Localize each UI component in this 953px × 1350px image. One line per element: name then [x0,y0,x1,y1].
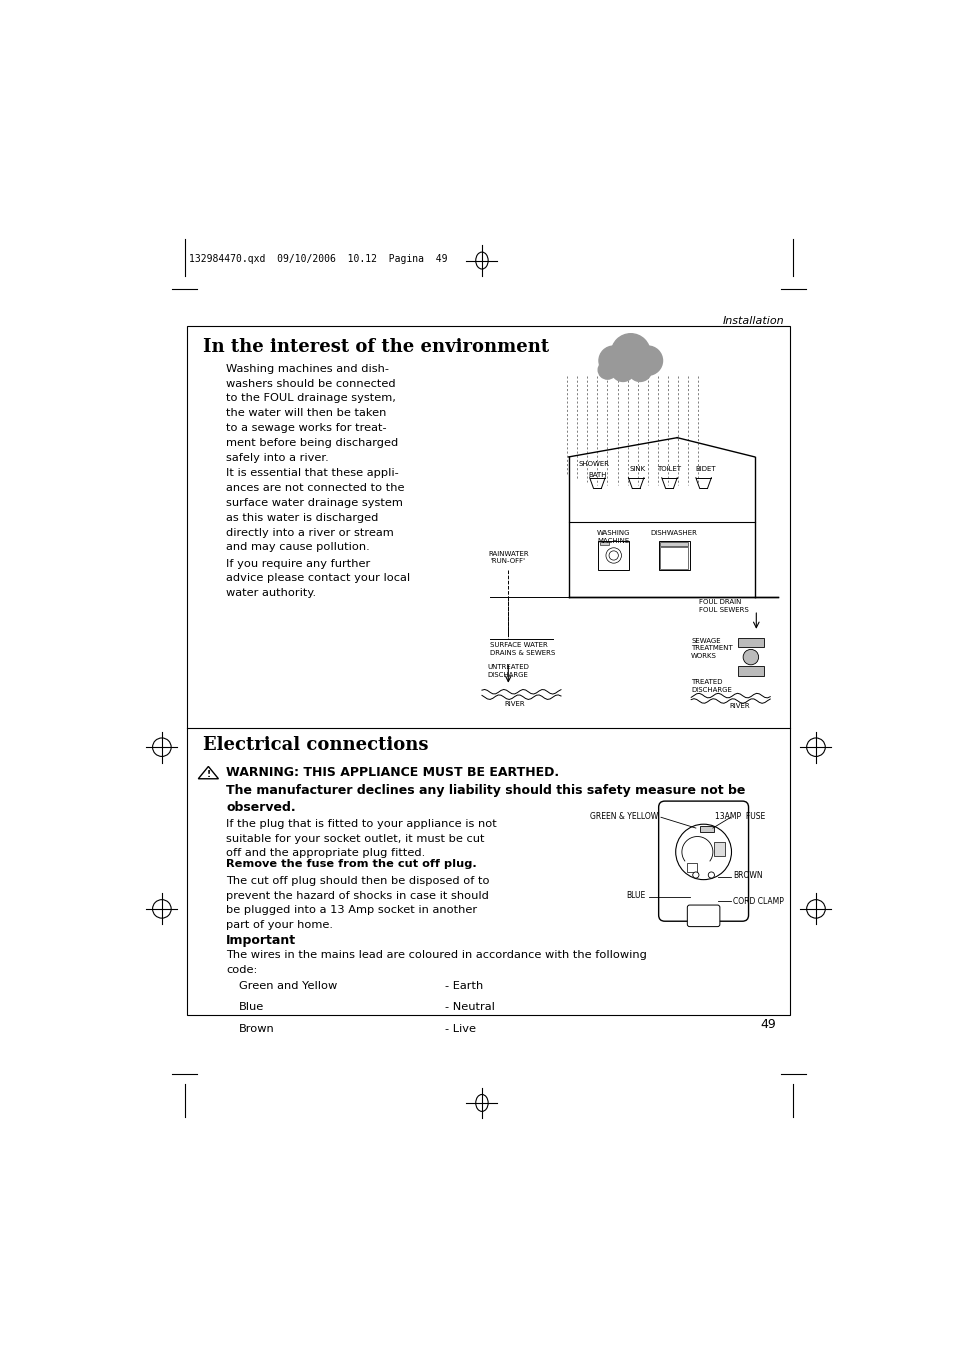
Bar [187,325,790,1015]
FancyBboxPatch shape [658,801,748,921]
Circle shape [707,872,714,878]
Text: 13AMP  FUSE: 13AMP FUSE [715,811,764,821]
Circle shape [605,548,620,563]
Text: The manufacturer declines any liability should this safety measure not be
observ: The manufacturer declines any liability … [226,784,745,814]
Text: TOILET: TOILET [657,466,680,472]
Bar [659,547,687,568]
Text: The wires in the mains lead are coloured in accordance with the following
code:: The wires in the mains lead are coloured… [226,950,646,975]
Circle shape [675,825,731,880]
Text: 49: 49 [760,1018,776,1031]
Text: RIVER: RIVER [503,701,524,707]
Text: SHOWER: SHOWER [578,460,608,467]
Bar [598,541,629,570]
Text: BATH: BATH [588,471,606,478]
Bar [700,826,714,832]
Text: Remove the fuse from the cut off plug.: Remove the fuse from the cut off plug. [226,859,476,869]
Bar [599,541,608,545]
Circle shape [598,346,628,375]
Text: !: ! [206,771,211,779]
Bar [658,541,689,570]
Text: Installation: Installation [721,316,783,325]
Text: RIVER: RIVER [728,703,749,709]
Text: Green and Yellow: Green and Yellow [239,980,337,991]
Text: WASHING
MACHINE: WASHING MACHINE [597,531,630,544]
Text: Washing machines and dish-
washers should be connected
to the FOUL drainage syst: Washing machines and dish- washers shoul… [226,363,398,463]
Text: - Neutral: - Neutral [444,1002,494,1012]
Text: - Earth: - Earth [444,980,482,991]
Text: BIDET: BIDET [695,466,716,472]
Text: If you require any further
advice please contact your local
water authority.: If you require any further advice please… [226,559,410,598]
Text: SURFACE WATER
DRAINS & SEWERS: SURFACE WATER DRAINS & SEWERS [489,643,555,656]
Circle shape [742,649,758,664]
Circle shape [611,333,649,373]
Circle shape [611,358,634,382]
Circle shape [692,872,699,878]
Text: GREEN & YELLOW: GREEN & YELLOW [590,811,658,821]
Text: UNTREATED
DISCHARGE: UNTREATED DISCHARGE [487,664,529,678]
Text: SINK: SINK [629,466,645,472]
Circle shape [598,360,617,379]
Circle shape [633,346,661,375]
Text: Blue: Blue [239,1002,264,1012]
Text: BROWN: BROWN [732,871,761,879]
Bar [737,637,763,647]
Circle shape [628,358,651,382]
Text: The cut off plug should then be disposed of to
prevent the hazard of shocks in c: The cut off plug should then be disposed… [226,876,489,930]
Bar [659,543,687,547]
Text: In the interest of the environment: In the interest of the environment [203,338,549,355]
Text: - Live: - Live [444,1023,476,1034]
Text: BLUE: BLUE [625,891,645,900]
Text: CORD CLAMP: CORD CLAMP [732,896,783,906]
Bar [686,863,697,872]
Bar [737,667,763,675]
Text: RAINWATER
'RUN-OFF': RAINWATER 'RUN-OFF' [488,551,528,564]
Text: If the plug that is fitted to your appliance is not
suitable for your socket out: If the plug that is fitted to your appli… [226,819,497,859]
Text: FOUL DRAIN
FOUL SEWERS: FOUL DRAIN FOUL SEWERS [699,599,748,613]
Text: DISHWASHER: DISHWASHER [650,531,697,536]
Bar [714,842,724,856]
Text: Important: Important [226,934,296,948]
Text: TREATED
DISCHARGE: TREATED DISCHARGE [691,679,731,693]
Text: It is essential that these appli-
ances are not connected to the
surface water d: It is essential that these appli- ances … [226,468,404,552]
Text: WARNING: THIS APPLIANCE MUST BE EARTHED.: WARNING: THIS APPLIANCE MUST BE EARTHED. [226,767,558,779]
FancyBboxPatch shape [686,904,720,926]
Text: SEWAGE
TREATMENT
WORKS: SEWAGE TREATMENT WORKS [691,637,732,659]
Text: Brown: Brown [239,1023,274,1034]
Text: Electrical connections: Electrical connections [203,736,428,753]
Text: 132984470.qxd  09/10/2006  10.12  Pagina  49: 132984470.qxd 09/10/2006 10.12 Pagina 49 [189,254,447,265]
Circle shape [608,551,618,560]
